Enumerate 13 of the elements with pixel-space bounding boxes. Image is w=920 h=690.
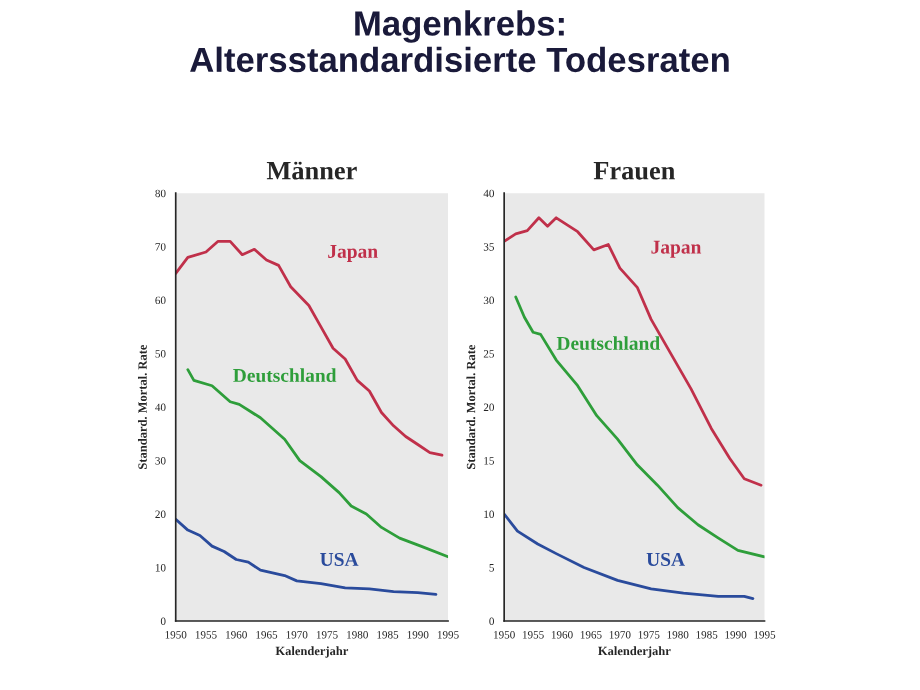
line-series [504, 512, 755, 600]
line-series [504, 216, 763, 487]
series-label: Japan [651, 240, 702, 258]
series-label: USA [646, 552, 685, 566]
series-label: USA [320, 552, 359, 566]
series-label: Deutschland [556, 336, 660, 350]
chart-title: Frauen [593, 162, 675, 180]
text: Magenkrebs: Altersstandardisierte Todesraten [190, 10, 729, 73]
series-label: Deutschland [233, 368, 337, 383]
line-series [175, 239, 444, 457]
chart-title: Männer [266, 161, 357, 180]
line-series [175, 518, 438, 596]
text: Japan [328, 245, 378, 262]
